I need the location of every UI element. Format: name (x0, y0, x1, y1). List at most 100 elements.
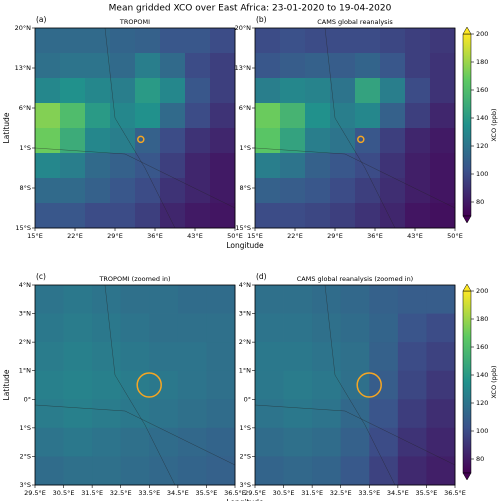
y-tick-label: 2°N (239, 338, 251, 346)
heatmap-cell (312, 399, 342, 429)
border-line (104, 284, 176, 486)
heatmap-cell (330, 178, 356, 204)
heatmap-cell (149, 285, 179, 314)
heatmap-cell (160, 78, 186, 104)
heatmap-cell (85, 178, 111, 204)
heatmap-cell (405, 28, 431, 54)
heatmap-cell (312, 456, 342, 486)
heatmap-cell (85, 128, 111, 154)
figure-title: Mean gridded XCO over East Africa: 23-01… (109, 4, 392, 14)
heatmap-cell (210, 103, 236, 129)
heatmap-cell (255, 285, 284, 314)
heatmap-cell (85, 103, 111, 129)
heatmap-cell (305, 178, 331, 204)
heatmap-cell (330, 128, 356, 154)
x-tick-label: 22°E (67, 232, 83, 240)
heatmap-cell (120, 285, 150, 314)
heatmap-cell (330, 53, 356, 79)
colorbar-tick-label: 160 (476, 86, 488, 94)
x-tick-label: 29°E (107, 232, 123, 240)
heatmap-cell (110, 153, 136, 179)
colorbar-extend-bottom (462, 215, 472, 224)
heatmap-cell (305, 153, 331, 179)
heatmap-cell (135, 203, 161, 229)
y-tick-label: 4°N (239, 281, 251, 289)
heatmap-cell (60, 153, 86, 179)
colorbar-extend-top (462, 26, 472, 35)
y-tick-label: 1°N (19, 367, 31, 375)
x-tick-label: 33.5°E (138, 489, 160, 497)
y-tick-label: 1°S (19, 424, 31, 432)
heatmap-cell (160, 53, 186, 79)
plot-frame (254, 27, 456, 229)
heatmap-cell (110, 128, 136, 154)
colorbar-tick-label: 80 (476, 455, 484, 463)
panel-label: (d) (256, 272, 267, 281)
x-tick-label: 22°E (287, 232, 303, 240)
colorbar (462, 290, 472, 474)
heatmap-cell (85, 153, 111, 179)
border-line (324, 27, 396, 229)
heatmap-cell (185, 103, 211, 129)
heatmap-cell (405, 153, 431, 179)
heatmap-cell (135, 78, 161, 104)
heatmap-cell (255, 78, 281, 104)
heatmap-cell (255, 370, 284, 400)
heatmap-cell (380, 28, 406, 54)
heatmap-cell (92, 399, 122, 429)
x-tick-label: 43°E (187, 232, 203, 240)
site-marker (356, 372, 382, 398)
heatmap-cell (35, 285, 64, 314)
heatmap-cell (210, 203, 236, 229)
heatmap-cell (397, 313, 427, 343)
heatmap-cell (380, 203, 406, 229)
x-tick-label: 33.5°E (358, 489, 380, 497)
heatmap-cell (160, 178, 186, 204)
heatmap-cell (92, 313, 122, 343)
heatmap-cell (35, 427, 64, 457)
heatmap-cell (206, 370, 236, 400)
heatmap-cell (63, 342, 93, 372)
y-tick-label: 4°N (19, 281, 31, 289)
heatmap-cell (60, 203, 86, 229)
heatmap-cell (280, 53, 306, 79)
heatmap-cell (340, 427, 370, 457)
heatmap-cell (210, 128, 236, 154)
heatmap-cell (110, 178, 136, 204)
heatmap-cell (430, 203, 456, 229)
heatmap-cell (120, 427, 150, 457)
heatmap-cell (120, 399, 150, 429)
heatmap-cell (92, 456, 122, 486)
heatmap-cell (255, 203, 281, 229)
heatmap-cell (185, 128, 211, 154)
heatmap-cell (430, 28, 456, 54)
heatmap-cell (380, 78, 406, 104)
colorbar-tick-label: 180 (476, 58, 488, 66)
x-tick-label: 35.5°E (416, 489, 438, 497)
heatmap-cell (305, 203, 331, 229)
heatmap-cell (210, 78, 236, 104)
heatmap-cell (355, 103, 381, 129)
heatmap-cell (177, 313, 207, 343)
heatmap-cell (160, 128, 186, 154)
heatmap-cell (60, 78, 86, 104)
heatmap-cell (426, 285, 456, 314)
heatmap-cell (405, 128, 431, 154)
heatmap-cell (426, 427, 456, 457)
heatmap-cell (185, 78, 211, 104)
heatmap-cell (135, 153, 161, 179)
colorbar-tick-label: 120 (476, 142, 488, 150)
colorbar-tick-label: 200 (476, 30, 488, 38)
heatmap-cell (369, 456, 399, 486)
colorbar-tick-label: 200 (476, 287, 488, 295)
heatmap-cell (430, 78, 456, 104)
heatmap-cell (405, 103, 431, 129)
heatmap-cell (185, 53, 211, 79)
heatmap-cell (340, 285, 370, 314)
heatmap-cell (177, 370, 207, 400)
colorbar-tick-label: 140 (476, 114, 488, 122)
x-tick-label: 29.5°E (244, 489, 266, 497)
colorbar-label: XCO (ppb) (490, 365, 498, 398)
heatmap-cell (210, 28, 236, 54)
heatmap-cell (283, 456, 313, 486)
